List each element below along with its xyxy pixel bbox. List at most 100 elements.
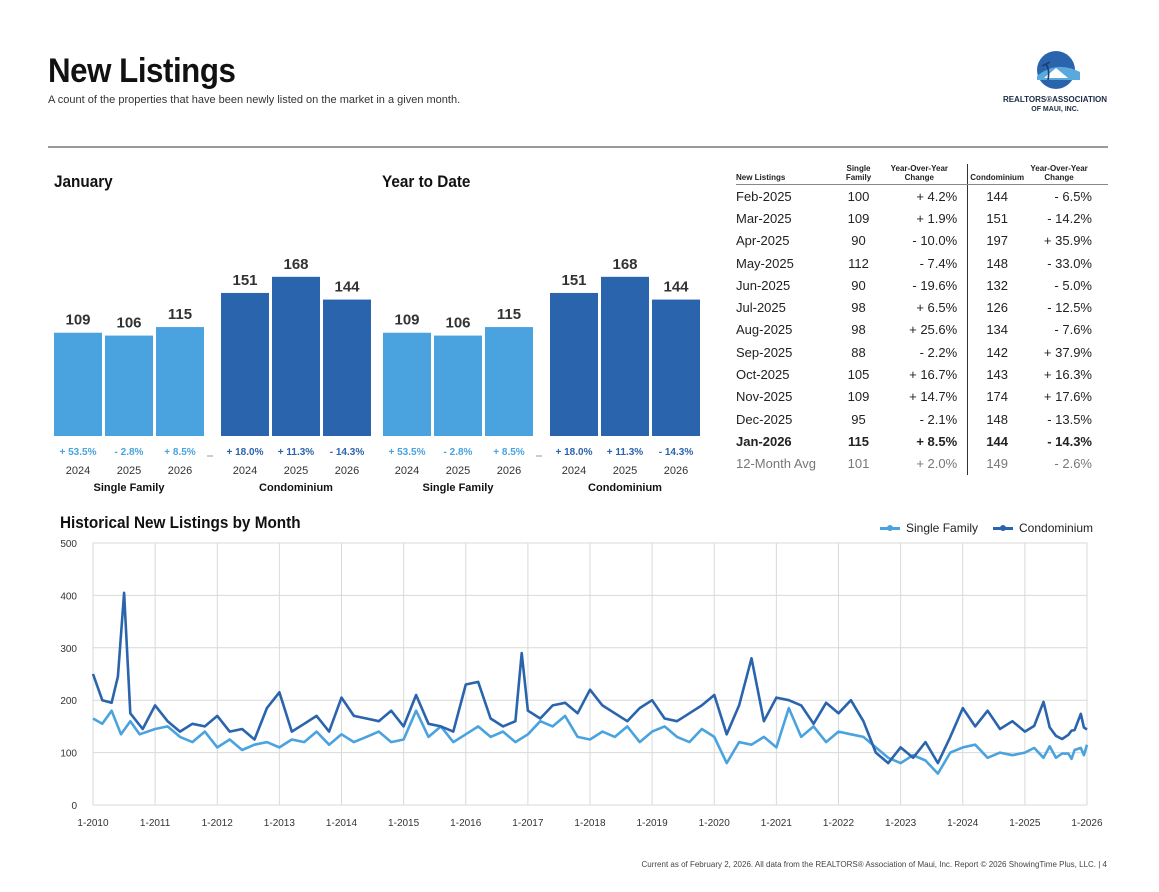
jan-year-0-0: 2024 [66,465,90,477]
jan-change-0-1: - 2.8% [115,447,144,458]
ytd-bar-1-1 [601,276,649,436]
ytd-label: Year to Date [382,172,471,191]
jan-change-1-1: + 11.3% [278,447,315,458]
cell-condo_change: - 6.5% [1054,188,1092,204]
cell-sf_change: - 2.2% [881,341,969,364]
cell-condo: 144 [986,433,1009,449]
cell-condo_change: - 5.0% [1054,277,1092,293]
ytd-bar-0-2 [485,327,533,436]
cell-month: May-2025 [736,255,794,271]
cell-condo: 144 [986,188,1009,204]
cell-condo: 151 [986,210,1009,226]
jan-group-label-1: Condominium [259,482,333,494]
x-tick-label: 1-2017 [512,818,544,829]
table-row: May-2025 112 - 7.4% 148 - 33.0% [736,251,1108,275]
cell-condo_change: - 12.5% [1047,300,1092,316]
cell-sf: 95 [851,411,866,427]
ytd-change-0-0: + 53.5% [389,447,426,458]
jan-change-1-2: - 14.3% [330,447,365,458]
cell-month: Dec-2025 [736,411,793,427]
x-tick-label: 1-2012 [202,818,234,829]
cell-sf: 115 [848,433,869,449]
cell-condo: 134 [986,322,1009,338]
cell-month: 12-Month Avg [736,456,816,472]
cell-month: Mar-2025 [736,210,792,226]
col-header-single-family: Single Family [835,164,882,185]
x-tick-label: 1-2018 [574,818,606,829]
ytd-bar-1-0 [550,292,598,436]
cell-condo_change: + 37.9% [1043,344,1092,360]
cell-condo_change: + 16.3% [1043,367,1092,383]
jan-year-0-2: 2026 [168,465,192,477]
jan-bar-label-1-0: 151 [232,272,257,289]
y-tick-label: 500 [60,539,77,550]
cell-sf: 101 [847,456,870,472]
y-tick-label: 0 [71,801,77,812]
association-logo: REALTORS®ASSOCIATION OF MAUI, INC. [1000,50,1110,116]
cell-sf: 98 [851,300,866,316]
ytd-year-0-2: 2026 [497,465,521,477]
legend-condominium: Condominium [993,521,1093,535]
table-row: Jan-2026 115 + 8.5% 144 - 14.3% [736,430,1108,453]
cell-sf_change: + 2.0% [881,452,969,475]
cell-condo_change: + 17.6% [1043,389,1092,405]
cell-sf: 88 [851,344,866,360]
ytd-bar-0-0 [383,332,431,436]
jan-year-1-0: 2024 [233,465,257,477]
cell-sf: 98 [851,322,866,338]
ytd-bar-0-1 [434,335,482,436]
ytd-year-1-1: 2025 [613,465,637,477]
monthly-listings-table: New Listings Single Family Year-Over-Yea… [736,164,1108,475]
cell-sf_change: - 19.6% [881,274,969,297]
x-tick-label: 1-2010 [77,818,109,829]
ytd-bar-label-1-1: 168 [612,256,637,273]
ytd-change-1-0: + 18.0% [556,447,593,458]
y-tick-label: 200 [60,696,77,707]
ytd-year-1-0: 2024 [562,465,586,477]
ytd-change-1-1: + 11.3% [607,447,644,458]
historical-line-chart: 0 100 200 300 400 500 1-2010 1-2011 1-2012 1-2013… [60,539,1103,829]
ytd-bar-label-0-2: 115 [497,306,521,323]
footer-note: Current as of February 2, 2026. All data… [641,860,1108,869]
january-label: January [54,172,113,191]
historical-chart-title: Historical New Listings by Month [60,513,301,532]
cell-sf: 109 [847,210,870,226]
series-line-condominium [91,591,1088,765]
cell-condo_change: - 2.6% [1054,456,1092,472]
cell-month: Jun-2025 [736,277,791,293]
cell-sf_change: - 2.1% [881,407,969,431]
cell-month: Aug-2025 [736,322,793,338]
jan-change-0-0: + 53.5% [60,447,97,458]
jan-bar-0-2 [156,327,204,436]
jan-bar-label-0-1: 106 [116,315,141,332]
table-row: Dec-2025 95 - 2.1% 148 - 13.5% [736,407,1108,431]
cell-sf: 90 [851,277,866,293]
cell-month: Apr-2025 [736,233,790,249]
jan-bar-label-1-2: 144 [334,279,360,296]
jan-group-label-0: Single Family [94,482,166,494]
ytd-bar-label-1-0: 151 [561,272,586,289]
jan-change-0-2: + 8.5% [164,447,196,458]
cell-sf: 112 [848,255,869,271]
ytd-year-0-1: 2025 [446,465,470,477]
x-tick-label: 1-2026 [1071,818,1103,829]
ytd-group-label-1: Condominium [588,482,662,494]
page-title: New Listings [48,52,236,90]
x-tick-label: 1-2015 [388,818,420,829]
cell-sf_change: + 25.6% [881,318,969,342]
jan-bar-label-0-0: 109 [65,312,90,329]
y-tick-label: 100 [60,749,77,760]
cell-condo: 132 [986,277,1009,293]
jan-bar-1-0 [221,292,269,436]
legend-label-single-family: Single Family [906,521,979,535]
cell-month: Sep-2025 [736,344,793,360]
table-row: Nov-2025 109 + 14.7% 174 + 17.6% [736,385,1108,408]
x-tick-label: 1-2022 [823,818,855,829]
cell-sf_change: + 6.5% [881,296,969,319]
jan-year-0-1: 2025 [117,465,141,477]
x-tick-label: 1-2020 [699,818,731,829]
table-row: 12-Month Avg 101 + 2.0% 149 - 2.6% [736,452,1108,475]
col-header-sf-change: Year-Over-Year Change [881,164,969,185]
col-header-condo-change: Year-Over-Year Change [1026,164,1108,185]
x-tick-label: 1-2019 [637,818,669,829]
